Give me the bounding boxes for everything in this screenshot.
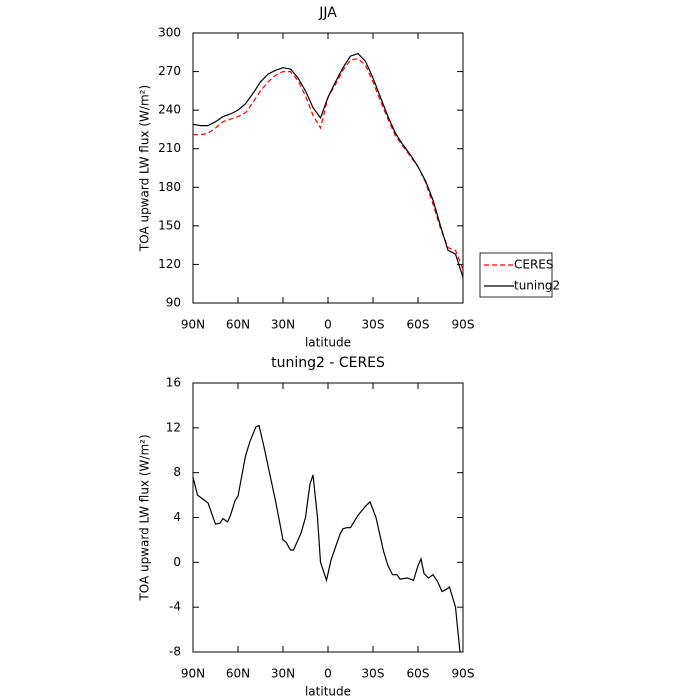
y-tick-label: 0 bbox=[173, 555, 181, 569]
y-tick-label: 210 bbox=[158, 141, 181, 155]
y-tick-label: 16 bbox=[166, 376, 181, 390]
data-line bbox=[192, 52, 464, 278]
data-line bbox=[193, 58, 464, 270]
y-tick-label: 150 bbox=[158, 218, 181, 232]
y-axis-label: TOA upward LW flux (W/m²) bbox=[138, 434, 152, 601]
y-tick-label: 270 bbox=[158, 64, 181, 78]
y-tick-label: 180 bbox=[158, 180, 181, 194]
x-tick-label: 90N bbox=[181, 667, 205, 681]
x-axis-label: latitude bbox=[305, 685, 351, 699]
x-tick-label: 60N bbox=[226, 667, 250, 681]
y-tick-label: -4 bbox=[169, 600, 181, 614]
chart-title: tuning2 - CERES bbox=[271, 355, 385, 371]
x-tick-label: 60N bbox=[226, 318, 250, 332]
y-tick-label: -8 bbox=[169, 645, 181, 659]
plot-frame bbox=[192, 382, 464, 653]
y-tick-label: 90 bbox=[166, 296, 181, 310]
x-tick-label: 0 bbox=[324, 667, 332, 681]
x-tick-label: 90S bbox=[452, 318, 475, 332]
x-tick-label: 90S bbox=[452, 667, 475, 681]
y-tick-label: 4 bbox=[173, 510, 181, 524]
legend-label: CERES bbox=[514, 258, 554, 272]
x-tick-label: 0 bbox=[324, 318, 332, 332]
x-tick-label: 30S bbox=[362, 318, 385, 332]
x-tick-label: 60S bbox=[407, 318, 430, 332]
x-tick-label: 30S bbox=[362, 667, 385, 681]
data-line bbox=[192, 424, 461, 653]
y-tick-label: 300 bbox=[158, 26, 181, 40]
x-tick-label: 30N bbox=[271, 667, 295, 681]
y-axis-label: TOA upward LW flux (W/m²) bbox=[138, 85, 152, 252]
x-tick-label: 30N bbox=[271, 318, 295, 332]
x-axis-label: latitude bbox=[305, 336, 351, 350]
plot-frame bbox=[192, 32, 464, 304]
y-tick-label: 12 bbox=[166, 420, 181, 434]
legend-label: tuning2 bbox=[514, 279, 560, 293]
y-tick-label: 120 bbox=[158, 257, 181, 271]
y-tick-label: 8 bbox=[173, 465, 181, 479]
y-tick-label: 240 bbox=[158, 103, 181, 117]
x-tick-label: 90N bbox=[181, 318, 205, 332]
chart-title: JJA bbox=[318, 5, 337, 21]
legend-box bbox=[479, 252, 553, 298]
x-tick-label: 60S bbox=[407, 667, 430, 681]
